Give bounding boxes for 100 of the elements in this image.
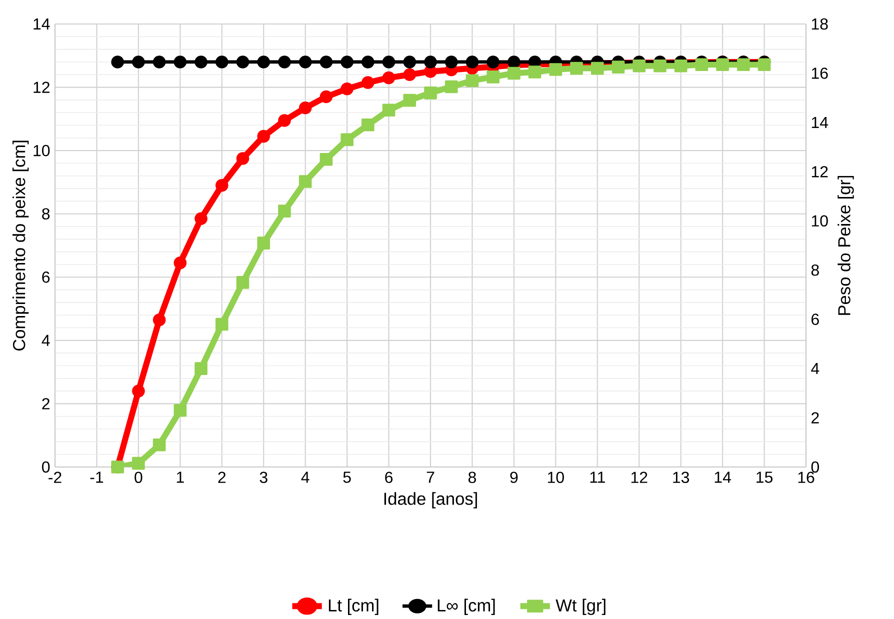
point xyxy=(382,56,396,68)
x-tick-label: 4 xyxy=(301,472,310,483)
point xyxy=(508,56,520,68)
point xyxy=(111,56,124,68)
point xyxy=(152,438,166,452)
point xyxy=(152,313,166,326)
point xyxy=(466,56,479,68)
y2-tick-label: 4 xyxy=(811,363,820,374)
point xyxy=(654,59,666,72)
point xyxy=(674,59,688,72)
point xyxy=(570,62,583,75)
point xyxy=(737,58,750,72)
point xyxy=(486,70,500,84)
point xyxy=(382,71,396,84)
x-tick-label: 1 xyxy=(176,472,184,483)
point xyxy=(362,118,374,132)
point xyxy=(695,58,708,72)
point xyxy=(632,59,646,72)
y-tick-label: 2 xyxy=(42,398,50,410)
x-tick-label: 14 xyxy=(714,472,731,483)
x-tick-label: 2 xyxy=(218,472,226,483)
x-tick-label: -1 xyxy=(90,472,104,483)
x-tick-label: 15 xyxy=(756,472,772,483)
y2-tick-label: 12 xyxy=(812,166,828,178)
point xyxy=(257,236,270,250)
y-tick-label: 10 xyxy=(34,144,50,156)
point xyxy=(215,56,228,68)
x-tick-label: 16 xyxy=(798,472,814,484)
x-axis-title: Idade [anos] xyxy=(384,492,477,508)
point xyxy=(320,56,333,68)
point xyxy=(194,212,208,225)
y-tick-label: 6 xyxy=(42,271,50,283)
point xyxy=(174,404,187,417)
y2-tick-label: 16 xyxy=(812,68,828,79)
point xyxy=(152,56,166,68)
point xyxy=(132,384,145,398)
point xyxy=(549,63,562,76)
point xyxy=(320,152,333,166)
point xyxy=(257,130,270,143)
point xyxy=(132,56,145,68)
point xyxy=(215,318,228,331)
point xyxy=(716,58,729,72)
point xyxy=(528,66,542,78)
x-tick-label: 5 xyxy=(343,472,351,483)
point xyxy=(320,90,333,104)
y2-tick-label: 2 xyxy=(812,412,819,424)
point xyxy=(236,56,250,68)
point xyxy=(444,56,458,68)
point xyxy=(236,276,250,289)
x-tick-label: 13 xyxy=(673,472,690,484)
point xyxy=(278,114,291,127)
y2-tick-label: 8 xyxy=(811,264,819,276)
point xyxy=(362,76,374,89)
point xyxy=(236,152,250,165)
y-axis-title: Comprimento do peixe [cm] xyxy=(12,140,29,351)
point xyxy=(758,58,771,72)
point xyxy=(424,56,437,68)
x-tick-label: -2 xyxy=(48,472,62,483)
point xyxy=(174,56,187,68)
point xyxy=(174,256,187,270)
point xyxy=(298,101,312,114)
point xyxy=(340,82,354,96)
point xyxy=(444,80,458,94)
point xyxy=(298,56,312,68)
x-tick-label: 8 xyxy=(468,472,476,484)
y2-axis-title: Peso do Peixe [gr] xyxy=(838,176,854,315)
x-tick-label: 6 xyxy=(385,472,393,484)
y2-tick-label: 6 xyxy=(812,314,819,325)
y2-tick-label: 14 xyxy=(812,116,828,128)
point xyxy=(340,56,354,68)
point xyxy=(403,94,416,107)
point xyxy=(590,62,604,75)
x-tick-label: 3 xyxy=(260,472,268,484)
x-tick-label: 9 xyxy=(510,472,518,484)
point xyxy=(382,104,396,117)
point xyxy=(194,362,208,375)
point xyxy=(403,56,416,68)
y2-tick-label: 10 xyxy=(812,215,828,227)
y-tick-label: 12 xyxy=(34,82,50,93)
point xyxy=(486,56,500,68)
point xyxy=(132,456,145,470)
point xyxy=(466,74,479,88)
y-tick-label: 4 xyxy=(42,334,50,346)
point xyxy=(298,175,312,188)
y-tick-label: 8 xyxy=(42,208,50,220)
point xyxy=(362,56,374,68)
y-tick-label: 14 xyxy=(34,18,50,30)
point xyxy=(215,178,228,192)
x-tick-label: 0 xyxy=(134,472,142,484)
point xyxy=(612,60,625,74)
point xyxy=(340,133,354,146)
legend-label: Wt [gr] xyxy=(556,598,606,615)
x-tick-label: 11 xyxy=(590,472,605,483)
y2-tick-label: 0 xyxy=(811,461,819,473)
legend-label: L∞ [cm] xyxy=(438,598,495,615)
point xyxy=(424,86,437,100)
point xyxy=(508,66,520,80)
x-tick-label: 7 xyxy=(426,472,434,483)
point xyxy=(257,56,270,68)
y2-tick-label: 18 xyxy=(812,18,828,30)
